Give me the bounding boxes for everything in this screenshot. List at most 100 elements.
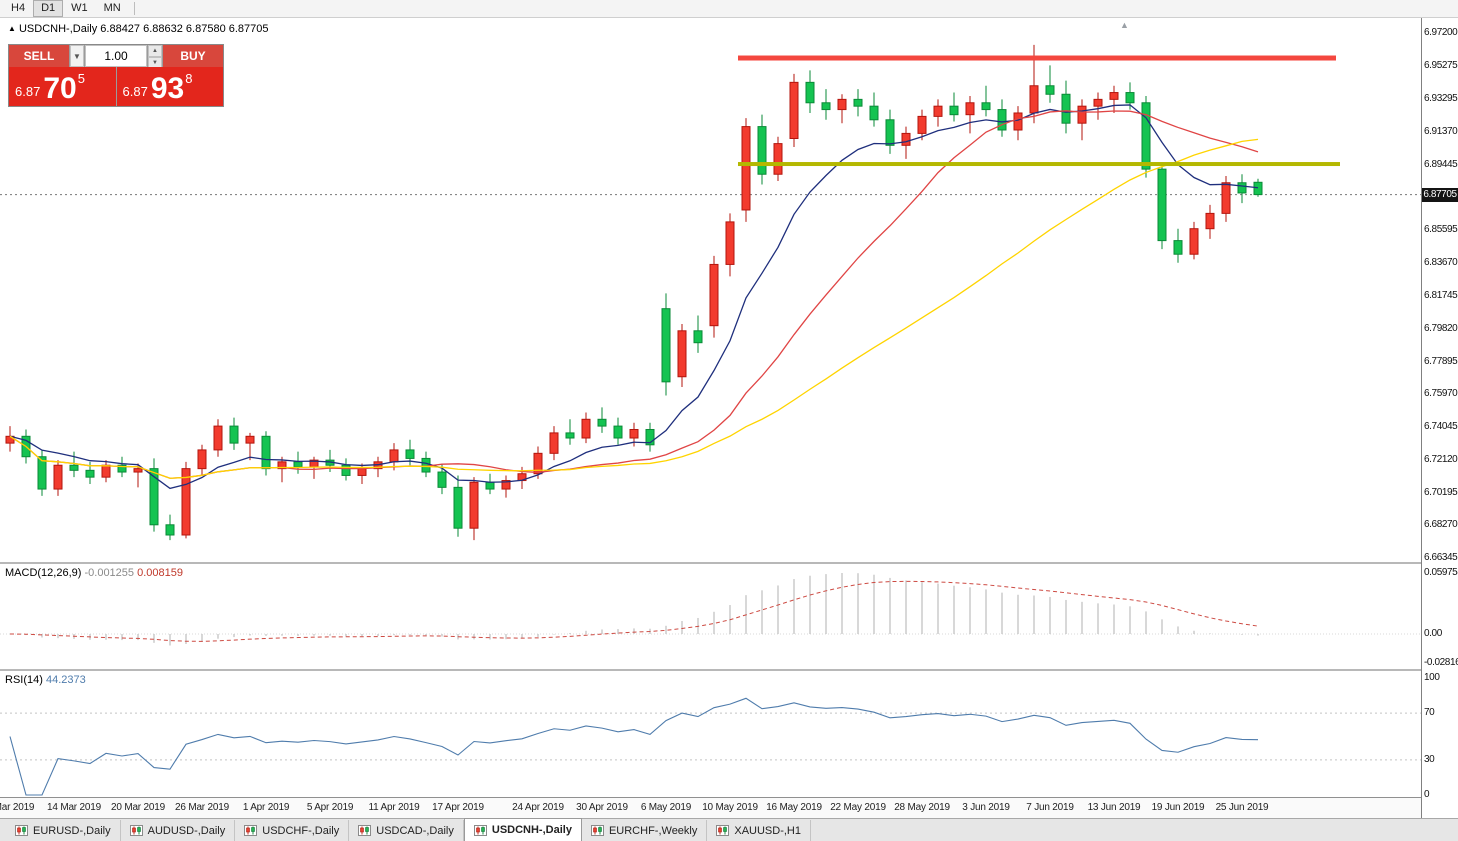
price-scale-label: 6.72120 <box>1424 453 1458 465</box>
chart-tab-icon <box>716 825 730 836</box>
price-scale-label: 6.89445 <box>1424 158 1458 170</box>
chart-tab-label: USDCHF-,Daily <box>262 824 340 837</box>
date-label: 6 May 2019 <box>640 802 692 813</box>
symbol-marker-icon: ▲ <box>8 24 16 33</box>
price-scale-axis[interactable]: 6.97200 6.95275 6.93295 6.91370 6.89445 6.855… <box>1421 18 1458 818</box>
date-label: 17 Apr 2019 <box>432 802 484 813</box>
buy-price-display[interactable]: 6.87 93 8 <box>116 67 223 106</box>
sell-price-small: 6.87 <box>15 84 41 99</box>
macd-signal-value: 0.008159 <box>137 567 183 579</box>
date-label: 14 Mar 2019 <box>47 802 101 813</box>
macd-scale-label: -0.02816 <box>1424 657 1458 668</box>
date-label: 16 May 2019 <box>766 802 822 813</box>
date-label: 8 Mar 2019 <box>0 802 35 813</box>
sell-price-big: 70 <box>43 72 77 105</box>
rsi-label-text: RSI(14) <box>5 674 43 686</box>
rsi-panel[interactable] <box>0 671 1421 798</box>
rsi-chart[interactable] <box>0 671 1421 797</box>
chart-tab-xauusd[interactable]: XAUUSD-,H1 <box>707 820 811 841</box>
date-label: 11 Apr 2019 <box>368 802 420 813</box>
date-label: 13 Jun 2019 <box>1087 802 1141 813</box>
volume-dropdown-button[interactable]: ▼ <box>70 45 84 67</box>
price-scale-label: 6.77895 <box>1424 355 1458 367</box>
chart-tab-label: USDCAD-,Daily <box>376 824 454 837</box>
rsi-scale-label: 100 <box>1424 672 1440 683</box>
rsi-value: 44.2373 <box>45 674 86 686</box>
buy-button[interactable]: BUY <box>163 45 223 67</box>
date-label: 19 Jun 2019 <box>1151 802 1205 813</box>
chart-title: ▲ USDCNH-,Daily 6.88427 6.88632 6.87580 … <box>8 23 269 35</box>
time-axis[interactable]: 8 Mar 2019 14 Mar 2019 20 Mar 2019 26 Mar 2… <box>0 798 1421 818</box>
price-scale-label: 6.91370 <box>1424 126 1458 138</box>
rsi-label: RSI(14) 44.2373 <box>5 674 86 686</box>
price-scale-label: 6.95275 <box>1424 59 1458 71</box>
macd-label-text: MACD(12,26,9) <box>5 567 82 579</box>
timeframe-button-mn[interactable]: MN <box>103 2 121 14</box>
date-label: 3 Jun 2019 <box>962 802 1010 813</box>
chart-tab-eurchf[interactable]: EURCHF-,Weekly <box>582 820 708 841</box>
chart-tab-label: AUDUSD-,Daily <box>147 824 226 837</box>
chart-tab-audusd[interactable]: AUDUSD-,Daily <box>121 820 236 841</box>
rsi-scale-label: 0 <box>1424 789 1430 800</box>
sell-price-display[interactable]: 6.87 70 5 <box>9 67 116 106</box>
timeframe-button-group: H4 D1 W1 MN <box>3 0 129 17</box>
buy-price-big: 93 <box>150 72 185 105</box>
price-scale-label: 6.85595 <box>1424 224 1458 236</box>
chart-tab-label: EURCHF-,Weekly <box>608 824 698 837</box>
price-chart[interactable] <box>0 18 1421 562</box>
date-label: 20 Mar 2019 <box>111 802 165 813</box>
trade-prices-row: 6.87 70 5 6.87 93 8 <box>9 67 223 106</box>
chart-ohlc-values: 6.88427 6.88632 6.87580 6.87705 <box>100 23 269 35</box>
date-label: 5 Apr 2019 <box>306 802 354 813</box>
toolbar-separator <box>133 2 135 15</box>
scroll-anchor-icon[interactable]: ▲ <box>1120 20 1129 30</box>
chart-tab-icon <box>129 825 143 836</box>
timeframe-button-h4[interactable]: H4 <box>11 2 26 14</box>
macd-scale-label: 0.00 <box>1424 628 1442 639</box>
date-label: 28 May 2019 <box>894 802 950 813</box>
rsi-scale-label: 70 <box>1424 707 1435 719</box>
chart-tab-usdcad[interactable]: USDCAD-,Daily <box>349 820 464 841</box>
one-click-trading-widget: SELL ▼ 1.00 ▲ ▼ BUY 6.87 70 5 6.87 93 8 <box>8 44 224 107</box>
chart-tab-eurusd[interactable]: EURUSD-,Daily <box>6 820 121 841</box>
date-label: 10 May 2019 <box>702 802 758 813</box>
price-scale-label: 6.93295 <box>1424 93 1458 105</box>
trade-controls-row: SELL ▼ 1.00 ▲ ▼ BUY <box>9 45 223 69</box>
chart-tab-usdcnh[interactable]: USDCNH-,Daily <box>463 818 582 841</box>
chart-symbol-period: USDCNH-,Daily <box>18 23 98 35</box>
volume-increase-button[interactable]: ▲ <box>148 45 162 57</box>
price-scale-label: 6.74045 <box>1424 421 1458 433</box>
price-scale-label: 6.75970 <box>1424 388 1458 400</box>
macd-scale-label: 0.059758 <box>1424 567 1458 578</box>
chart-tab-label: USDCNH-,Daily <box>491 824 572 836</box>
timeframe-toolbar: H4 D1 W1 MN <box>0 0 1458 18</box>
date-label: 1 Apr 2019 <box>242 802 290 813</box>
timeframe-button-w1[interactable]: W1 <box>71 2 88 14</box>
buy-price-small: 6.87 <box>122 84 148 99</box>
macd-panel[interactable] <box>0 564 1421 671</box>
date-label: 30 Apr 2019 <box>576 802 628 813</box>
chart-tab-label: XAUUSD-,H1 <box>734 824 801 837</box>
volume-input[interactable]: 1.00 <box>85 45 147 67</box>
price-scale-label: 6.79820 <box>1424 322 1458 334</box>
chart-tab-icon <box>590 825 604 836</box>
price-scale-label: 6.66345 <box>1424 552 1458 564</box>
chart-tab-usdchf[interactable]: USDCHF-,Daily <box>235 820 350 841</box>
chart-tab-icon <box>15 825 28 836</box>
date-label: 24 Apr 2019 <box>512 802 564 813</box>
rsi-scale-label: 30 <box>1424 753 1435 765</box>
current-price-tag: 6.87705 <box>1422 187 1458 202</box>
chart-tab-icon <box>358 825 372 836</box>
price-chart-panel[interactable] <box>0 18 1421 564</box>
price-scale-label: 6.81745 <box>1424 289 1458 301</box>
chart-tab-label: EURUSD-,Daily <box>33 824 111 837</box>
price-scale-label: 6.68270 <box>1424 519 1458 531</box>
sell-button[interactable]: SELL <box>9 45 69 67</box>
chart-tab-icon <box>473 824 487 836</box>
price-scale-label: 6.70195 <box>1424 486 1458 498</box>
macd-chart[interactable] <box>0 564 1421 669</box>
volume-spinner: ▲ ▼ <box>148 45 162 69</box>
price-scale-label: 6.83670 <box>1424 257 1458 269</box>
chart-tab-bar: EURUSD-,Daily AUDUSD-,Daily USDCHF-,Daily U… <box>0 818 1458 841</box>
timeframe-button-d1[interactable]: D1 <box>33 0 64 17</box>
